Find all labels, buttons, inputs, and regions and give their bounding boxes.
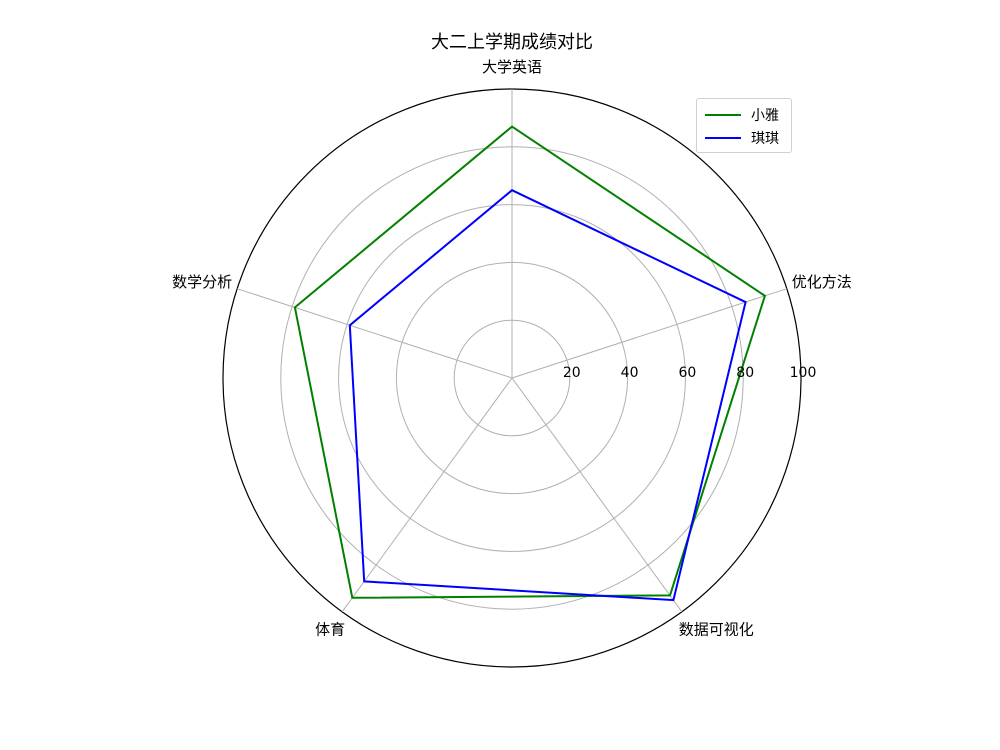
series-layer [293,125,767,602]
grid-spoke [236,288,513,379]
tick-label: 40 [621,365,639,381]
grid-spoke [511,288,788,379]
legend-line-icon [705,137,741,139]
chart-title: 大二上学期成绩对比 [431,32,593,53]
tick-label: 100 [790,365,817,381]
grid-spoke [341,377,513,613]
legend-label: 琪琪 [751,131,779,147]
radial-grid [222,88,802,668]
tick-label: 60 [678,365,696,381]
category-label: 数学分析 [172,273,232,291]
category-label: 数据可视化 [679,621,754,639]
series-line-2 [348,189,747,602]
legend-item-series-2: 琪琪 [705,128,779,148]
category-label: 体育 [315,621,345,639]
radial-tick-labels: 20 40 60 80 100 [563,365,816,381]
legend: 小雅 琪琪 [696,98,792,153]
legend-line-icon [705,114,741,116]
tick-label: 80 [736,365,754,381]
legend-item-series-1: 小雅 [705,105,779,125]
series-line-1 [293,125,767,599]
category-label: 大学英语 [482,58,542,76]
category-label: 优化方法 [792,273,852,291]
legend-label: 小雅 [751,108,779,124]
tick-label: 20 [563,365,581,381]
grid-spoke [511,377,683,613]
